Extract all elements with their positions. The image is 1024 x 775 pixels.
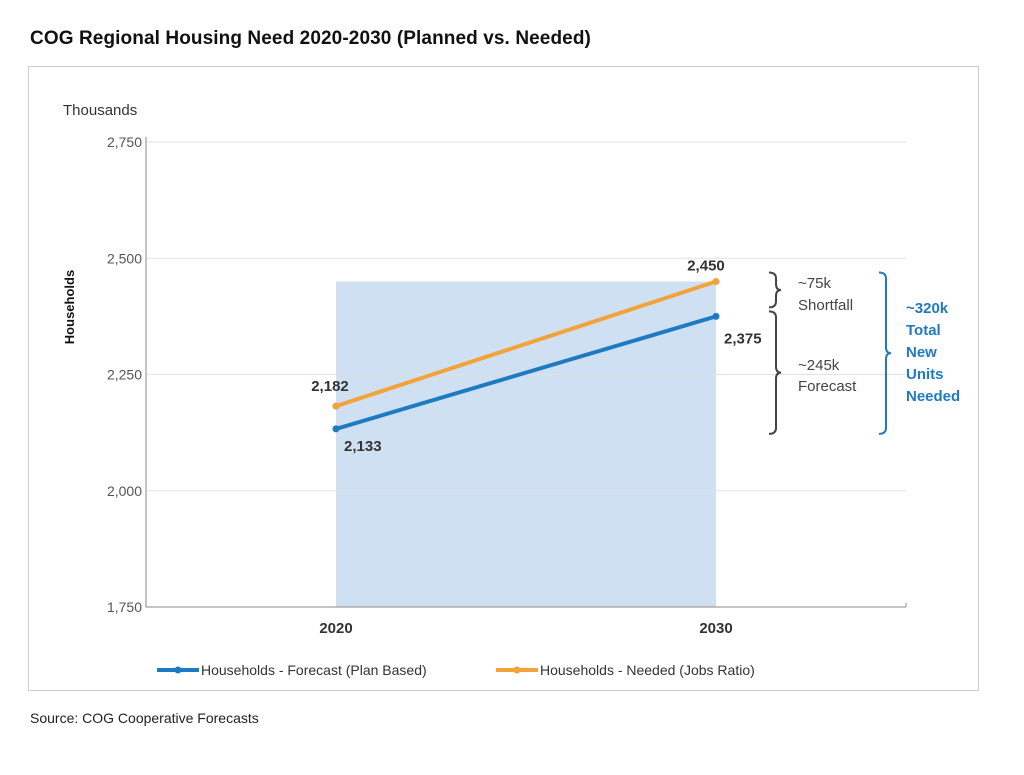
- y-tick-label: 2,000: [107, 483, 142, 499]
- series-line: [334, 279, 718, 409]
- legend-label: Households - Forecast (Plan Based): [201, 662, 427, 678]
- total-annotation-line: Units: [906, 366, 944, 383]
- total-annotation-line: Needed: [906, 388, 960, 405]
- y-axis-title: Households: [62, 270, 77, 344]
- data-label: 2,375: [724, 330, 762, 347]
- chart-svg: 1,750 2,000 2,250 2,500 2,750 Thousands Househ…: [62, 102, 960, 678]
- x-tick-label: 2020: [319, 620, 352, 637]
- data-point: [712, 278, 720, 285]
- shaded-region: [336, 281, 716, 607]
- data-point: [332, 425, 340, 433]
- y-tick-label: 2,750: [107, 134, 142, 150]
- forecast-bracket: [768, 310, 782, 435]
- total-bracket: [878, 271, 892, 435]
- shortfall-bracket: [768, 271, 782, 309]
- y-tick-label: 2,500: [107, 250, 142, 266]
- shortfall-text: Shortfall: [798, 297, 853, 314]
- x-tick-label: 2030: [699, 620, 732, 637]
- data-label: 2,133: [344, 438, 382, 455]
- shortfall-value: ~75k: [798, 275, 831, 292]
- forecast-value: ~245k: [798, 357, 840, 374]
- total-annotation-line: ~320k: [906, 300, 949, 317]
- forecast-text: Forecast: [798, 378, 857, 395]
- y-tick-label: 1,750: [107, 599, 142, 615]
- data-point: [332, 402, 340, 410]
- chart-title: COG Regional Housing Need 2020-2030 (Pla…: [30, 28, 591, 49]
- y-tick-label: 2,250: [107, 367, 142, 383]
- total-annotation-line: New: [906, 344, 937, 361]
- chart-frame: 1,750 2,000 2,250 2,500 2,750 Thousands Househ…: [28, 66, 979, 691]
- data-label: 2,450: [687, 258, 725, 275]
- legend-marker: [513, 666, 521, 674]
- data-label: 2,182: [311, 378, 349, 395]
- unit-label: Thousands: [63, 102, 137, 119]
- data-point: [712, 312, 720, 320]
- legend-label: Households - Needed (Jobs Ratio): [540, 662, 755, 678]
- source-note: Source: COG Cooperative Forecasts: [30, 710, 259, 726]
- series-line: [334, 314, 718, 431]
- legend-marker: [174, 666, 182, 674]
- total-annotation-line: Total: [906, 322, 941, 339]
